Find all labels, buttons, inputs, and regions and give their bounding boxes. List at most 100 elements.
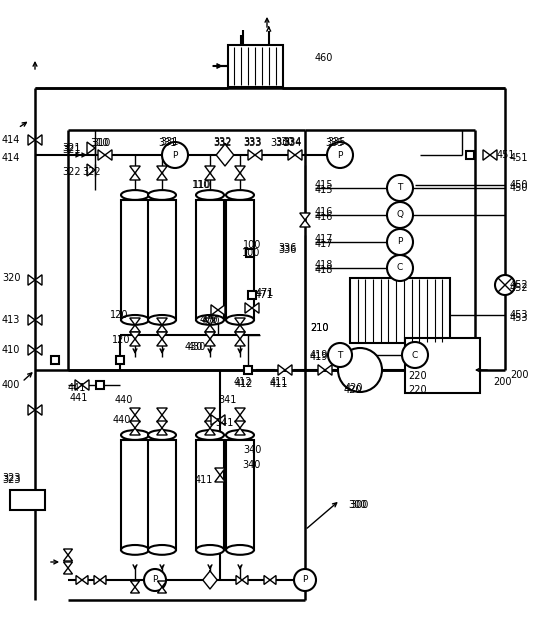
Circle shape — [338, 348, 382, 392]
Text: 415: 415 — [315, 180, 334, 190]
Ellipse shape — [148, 315, 176, 325]
Text: 120: 120 — [110, 310, 128, 320]
Polygon shape — [318, 364, 325, 375]
Text: 336: 336 — [278, 245, 296, 255]
Circle shape — [495, 275, 515, 295]
Polygon shape — [28, 405, 35, 415]
Polygon shape — [35, 345, 42, 355]
Circle shape — [294, 569, 316, 591]
Text: 471: 471 — [256, 288, 274, 298]
Text: 210: 210 — [310, 323, 328, 333]
Polygon shape — [28, 135, 35, 146]
Polygon shape — [285, 364, 292, 375]
Polygon shape — [130, 318, 140, 325]
Ellipse shape — [121, 315, 149, 325]
Polygon shape — [157, 581, 167, 587]
Text: 200: 200 — [493, 377, 512, 387]
Text: C: C — [412, 351, 418, 360]
Text: 419: 419 — [310, 350, 328, 360]
Polygon shape — [130, 408, 140, 415]
Text: 412: 412 — [235, 379, 253, 389]
Polygon shape — [64, 568, 73, 574]
Text: 420: 420 — [345, 383, 363, 393]
Text: 120: 120 — [112, 335, 130, 345]
Polygon shape — [203, 571, 217, 589]
Polygon shape — [205, 166, 215, 173]
Text: 441: 441 — [70, 393, 88, 403]
Polygon shape — [255, 150, 262, 160]
Text: 452: 452 — [510, 283, 529, 293]
Text: 321: 321 — [62, 143, 80, 153]
Polygon shape — [157, 408, 167, 415]
Text: C: C — [397, 264, 403, 272]
Polygon shape — [235, 428, 245, 435]
Ellipse shape — [196, 545, 224, 555]
Circle shape — [387, 255, 413, 281]
Text: 451: 451 — [497, 150, 515, 160]
Text: 331: 331 — [158, 138, 176, 148]
Polygon shape — [235, 408, 245, 415]
Text: T: T — [397, 183, 403, 192]
Polygon shape — [130, 421, 140, 428]
Text: T: T — [337, 351, 343, 360]
Polygon shape — [295, 150, 302, 160]
Polygon shape — [130, 587, 140, 593]
Text: 430: 430 — [188, 342, 206, 352]
Text: 453: 453 — [510, 313, 529, 323]
Polygon shape — [242, 575, 248, 585]
Text: 323: 323 — [2, 473, 20, 483]
Text: 460: 460 — [315, 53, 334, 63]
Polygon shape — [157, 166, 167, 173]
Polygon shape — [325, 364, 332, 375]
Polygon shape — [235, 173, 245, 180]
Polygon shape — [218, 305, 225, 315]
Polygon shape — [205, 325, 215, 332]
Polygon shape — [35, 315, 42, 325]
Text: 220: 220 — [408, 385, 427, 395]
Polygon shape — [64, 549, 73, 555]
Ellipse shape — [226, 190, 254, 200]
Text: 419: 419 — [310, 352, 328, 362]
Text: 330: 330 — [275, 137, 293, 147]
Polygon shape — [100, 575, 106, 585]
Text: 453: 453 — [510, 310, 529, 320]
Polygon shape — [64, 562, 73, 568]
Ellipse shape — [196, 190, 224, 200]
Polygon shape — [300, 220, 310, 227]
Polygon shape — [278, 364, 285, 375]
Polygon shape — [157, 332, 167, 339]
Bar — [466, 151, 474, 159]
Text: 414: 414 — [2, 153, 20, 163]
Polygon shape — [35, 135, 42, 146]
Bar — [196, 200, 224, 320]
Text: 411: 411 — [270, 379, 288, 389]
Polygon shape — [205, 428, 215, 435]
Polygon shape — [75, 380, 82, 390]
Text: 412: 412 — [234, 377, 252, 387]
Text: 331: 331 — [160, 137, 178, 147]
Polygon shape — [235, 325, 245, 332]
Text: 310: 310 — [90, 138, 108, 148]
Polygon shape — [87, 142, 95, 154]
Text: 414: 414 — [2, 135, 20, 145]
Bar — [148, 200, 176, 320]
Polygon shape — [130, 339, 140, 346]
Text: 430: 430 — [185, 342, 203, 352]
Text: 451: 451 — [510, 153, 529, 163]
Polygon shape — [130, 325, 140, 332]
Polygon shape — [205, 332, 215, 339]
Text: P: P — [337, 151, 343, 159]
Polygon shape — [248, 150, 255, 160]
Circle shape — [387, 202, 413, 228]
Bar — [196, 440, 224, 550]
Ellipse shape — [148, 545, 176, 555]
Text: 440: 440 — [113, 415, 132, 425]
Text: 320: 320 — [2, 273, 20, 283]
Bar — [405, 338, 480, 393]
Ellipse shape — [196, 315, 224, 325]
Polygon shape — [35, 275, 42, 285]
Text: 450: 450 — [510, 180, 529, 190]
Text: 322: 322 — [62, 167, 81, 177]
Text: 334: 334 — [283, 138, 301, 148]
Polygon shape — [35, 405, 42, 415]
